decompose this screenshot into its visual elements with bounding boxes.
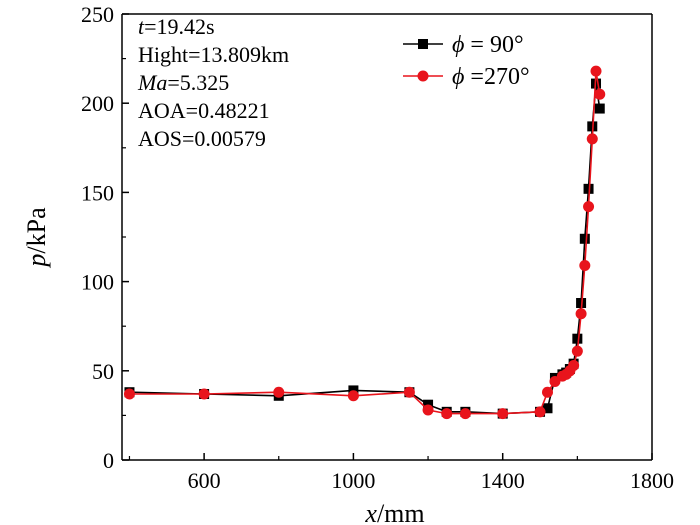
x-tick-label: 1800 (630, 468, 674, 493)
annotation-line: AOS=0.00579 (138, 126, 266, 151)
data-point (459, 408, 471, 420)
data-point (579, 260, 591, 272)
data-point (583, 201, 595, 213)
data-point (198, 388, 210, 400)
y-axis-label: p/kPa (22, 207, 51, 269)
data-point (583, 183, 594, 194)
data-point (579, 233, 590, 244)
annotation-line: Hight=13.809km (138, 42, 289, 67)
legend-label: ϕ = 90° (452, 32, 524, 58)
series-layer (123, 65, 606, 420)
y-tick-label: 200 (81, 91, 114, 116)
y-tick-label: 150 (81, 180, 114, 205)
legend: ϕ = 90° ϕ =270° (403, 32, 530, 90)
y-tick-label: 0 (103, 448, 114, 473)
axes: 0 50 100 150 200 250 600 1000 1400 1800 x/mm p/kPa (22, 2, 674, 525)
data-point (542, 403, 553, 414)
x-tick-label: 1400 (481, 468, 525, 493)
data-point (576, 298, 587, 309)
data-point (594, 88, 606, 100)
data-point (123, 388, 135, 400)
annotation-line: AOA=0.48221 (138, 98, 270, 123)
x-axis-label: x/mm (364, 499, 424, 525)
data-point (590, 65, 602, 77)
x-tick-label: 1000 (331, 468, 375, 493)
data-point (568, 359, 580, 371)
series-2 (123, 65, 606, 420)
legend-marker (417, 70, 429, 82)
data-point (586, 133, 598, 145)
y-tick-label: 50 (92, 359, 114, 384)
legend-marker (418, 39, 428, 49)
x-tick-label: 600 (188, 468, 221, 493)
y-tick-label: 100 (81, 270, 114, 295)
annotation-block: t=19.42s Hight=13.809km Ma=5.325 AOA=0.4822… (137, 14, 289, 151)
data-point (571, 345, 583, 357)
data-point (534, 406, 546, 418)
y-tick-label: 250 (81, 2, 114, 27)
data-point (347, 390, 359, 402)
data-point (497, 408, 509, 420)
data-point (594, 103, 605, 114)
data-point (422, 404, 434, 416)
legend-label: ϕ =270° (452, 64, 530, 90)
data-point (572, 333, 583, 344)
annotation-line: t=19.42s (138, 14, 215, 39)
data-point (403, 386, 415, 398)
data-point (575, 308, 587, 320)
annotation-line: Ma=5.325 (137, 70, 229, 95)
data-point (273, 386, 285, 398)
data-point (441, 408, 453, 420)
data-point (541, 386, 553, 398)
